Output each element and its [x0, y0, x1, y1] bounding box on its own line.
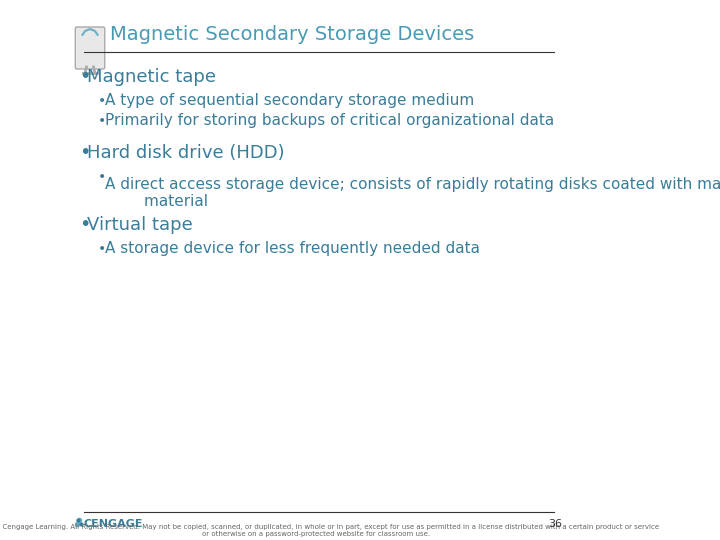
Text: 36: 36: [548, 519, 562, 529]
Text: •: •: [79, 68, 91, 86]
Text: •: •: [79, 144, 91, 163]
FancyBboxPatch shape: [76, 27, 104, 69]
Text: •: •: [98, 242, 106, 256]
Text: •: •: [98, 170, 106, 184]
Text: A direct access storage device; consists of rapidly rotating disks coated with m: A direct access storage device; consists…: [104, 177, 720, 210]
Text: © 2018 Cengage Learning. All Rights Reserved. May not be copied, scanned, or dup: © 2018 Cengage Learning. All Rights Rese…: [0, 523, 660, 537]
Text: A storage device for less frequently needed data: A storage device for less frequently nee…: [104, 241, 480, 256]
Text: •: •: [98, 94, 106, 108]
Text: Magnetic Secondary Storage Devices: Magnetic Secondary Storage Devices: [109, 24, 474, 44]
Text: Primarily for storing backups of critical organizational data: Primarily for storing backups of critica…: [104, 113, 554, 129]
Text: Hard disk drive (HDD): Hard disk drive (HDD): [86, 144, 284, 162]
Text: Magnetic tape: Magnetic tape: [86, 68, 215, 86]
Text: •: •: [98, 114, 106, 128]
Text: A type of sequential secondary storage medium: A type of sequential secondary storage m…: [104, 93, 474, 109]
Text: •: •: [79, 215, 91, 234]
Text: CENGAGE: CENGAGE: [84, 519, 143, 529]
Text: Virtual tape: Virtual tape: [86, 216, 192, 234]
